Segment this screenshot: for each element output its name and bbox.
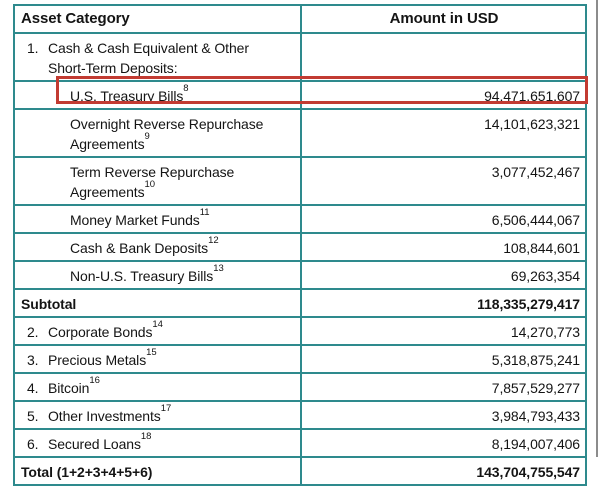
row-amount: 5,318,875,241 (300, 344, 587, 374)
row-amount: 3,984,793,433 (300, 400, 587, 430)
footnote-ref: 17 (160, 403, 172, 414)
table-row: 5. Other Investments17 3,984,793,433 (13, 400, 587, 430)
footnote-ref: 12 (208, 235, 219, 246)
row-label: Bitcoin (48, 380, 90, 396)
row-label: Non-U.S. Treasury Bills (70, 268, 214, 284)
table-header-row: Asset Category Amount in USD (13, 4, 587, 34)
row-label: Secured Loans (48, 436, 141, 452)
row-amount: 108,844,601 (300, 232, 587, 262)
row-label: Total (1+2+3+4+5+6) (21, 464, 153, 480)
row-amount: 3,077,452,467 (300, 156, 587, 206)
table-row: Money Market Funds11 6,506,444,067 (13, 204, 587, 234)
table-row: 4. Bitcoin16 7,857,529,277 (13, 372, 587, 402)
row-label: Subtotal (21, 296, 77, 312)
row-number: 5. (27, 408, 39, 424)
document-page: Asset Category Amount in USD 1. Cash & Ca… (13, 0, 598, 486)
table-row-subtotal: Subtotal 118,335,279,417 (13, 288, 587, 318)
row-label: Other Investments (48, 408, 161, 424)
footnote-ref: 16 (89, 375, 100, 386)
table-row: 2. Corporate Bonds14 14,270,773 (13, 316, 587, 346)
table-row: 1. Cash & Cash Equivalent & Other Short-T… (13, 32, 587, 82)
row-amount: 94,471,651,607 (300, 80, 587, 110)
row-label: Corporate Bonds (48, 324, 153, 340)
row-amount: 69,263,354 (300, 260, 587, 290)
row-amount: 6,506,444,067 (300, 204, 587, 234)
footnote-ref: 11 (199, 207, 210, 218)
table-row: Non-U.S. Treasury Bills13 69,263,354 (13, 260, 587, 290)
footnote-ref: 9 (144, 131, 150, 142)
table-row: Overnight Reverse Repurchase Agreements9… (13, 108, 587, 158)
table-row: Term Reverse Repurchase Agreements10 3,0… (13, 156, 587, 206)
row-label: Term Reverse Repurchase Agreements (70, 164, 235, 200)
table-row: Cash & Bank Deposits12 108,844,601 (13, 232, 587, 262)
row-number: 2. (27, 324, 39, 340)
row-amount: 7,857,529,277 (300, 372, 587, 402)
table-row-total: Total (1+2+3+4+5+6) 143,704,755,547 (13, 456, 587, 486)
row-amount: 14,101,623,321 (300, 108, 587, 158)
table-row: 6. Secured Loans18 8,194,007,406 (13, 428, 587, 458)
row-label: Overnight Reverse Repurchase Agreements (70, 116, 264, 152)
row-label: U.S. Treasury Bills (70, 88, 184, 104)
row-amount (300, 32, 587, 82)
footnote-ref: 18 (140, 431, 152, 442)
row-amount: 118,335,279,417 (300, 288, 587, 318)
row-number: 3. (27, 352, 39, 368)
row-label: Precious Metals (48, 352, 147, 368)
screenshot-edge-line (596, 0, 598, 457)
assets-table: Asset Category Amount in USD 1. Cash & Ca… (13, 4, 587, 486)
footnote-ref: 8 (183, 83, 189, 94)
row-label: Cash & Bank Deposits (70, 240, 209, 256)
row-amount: 8,194,007,406 (300, 428, 587, 458)
footnote-ref: 14 (152, 319, 163, 330)
row-amount: 14,270,773 (300, 316, 587, 346)
row-amount: 143,704,755,547 (300, 456, 587, 486)
footnote-ref: 13 (213, 263, 224, 274)
table-row: 3. Precious Metals15 5,318,875,241 (13, 344, 587, 374)
table-row-highlighted: U.S. Treasury Bills8 94,471,651,607 (13, 80, 587, 110)
row-label: Money Market Funds (70, 212, 200, 228)
row-number: 1. (27, 40, 39, 56)
column-header-amount-usd: Amount in USD (300, 4, 587, 34)
row-label: Cash & Cash Equivalent & Other Short-Ter… (48, 40, 249, 76)
row-number: 4. (27, 380, 39, 396)
row-number: 6. (27, 436, 39, 452)
footnote-ref: 10 (144, 179, 156, 190)
footnote-ref: 15 (146, 347, 157, 358)
column-header-asset-category: Asset Category (13, 4, 302, 34)
